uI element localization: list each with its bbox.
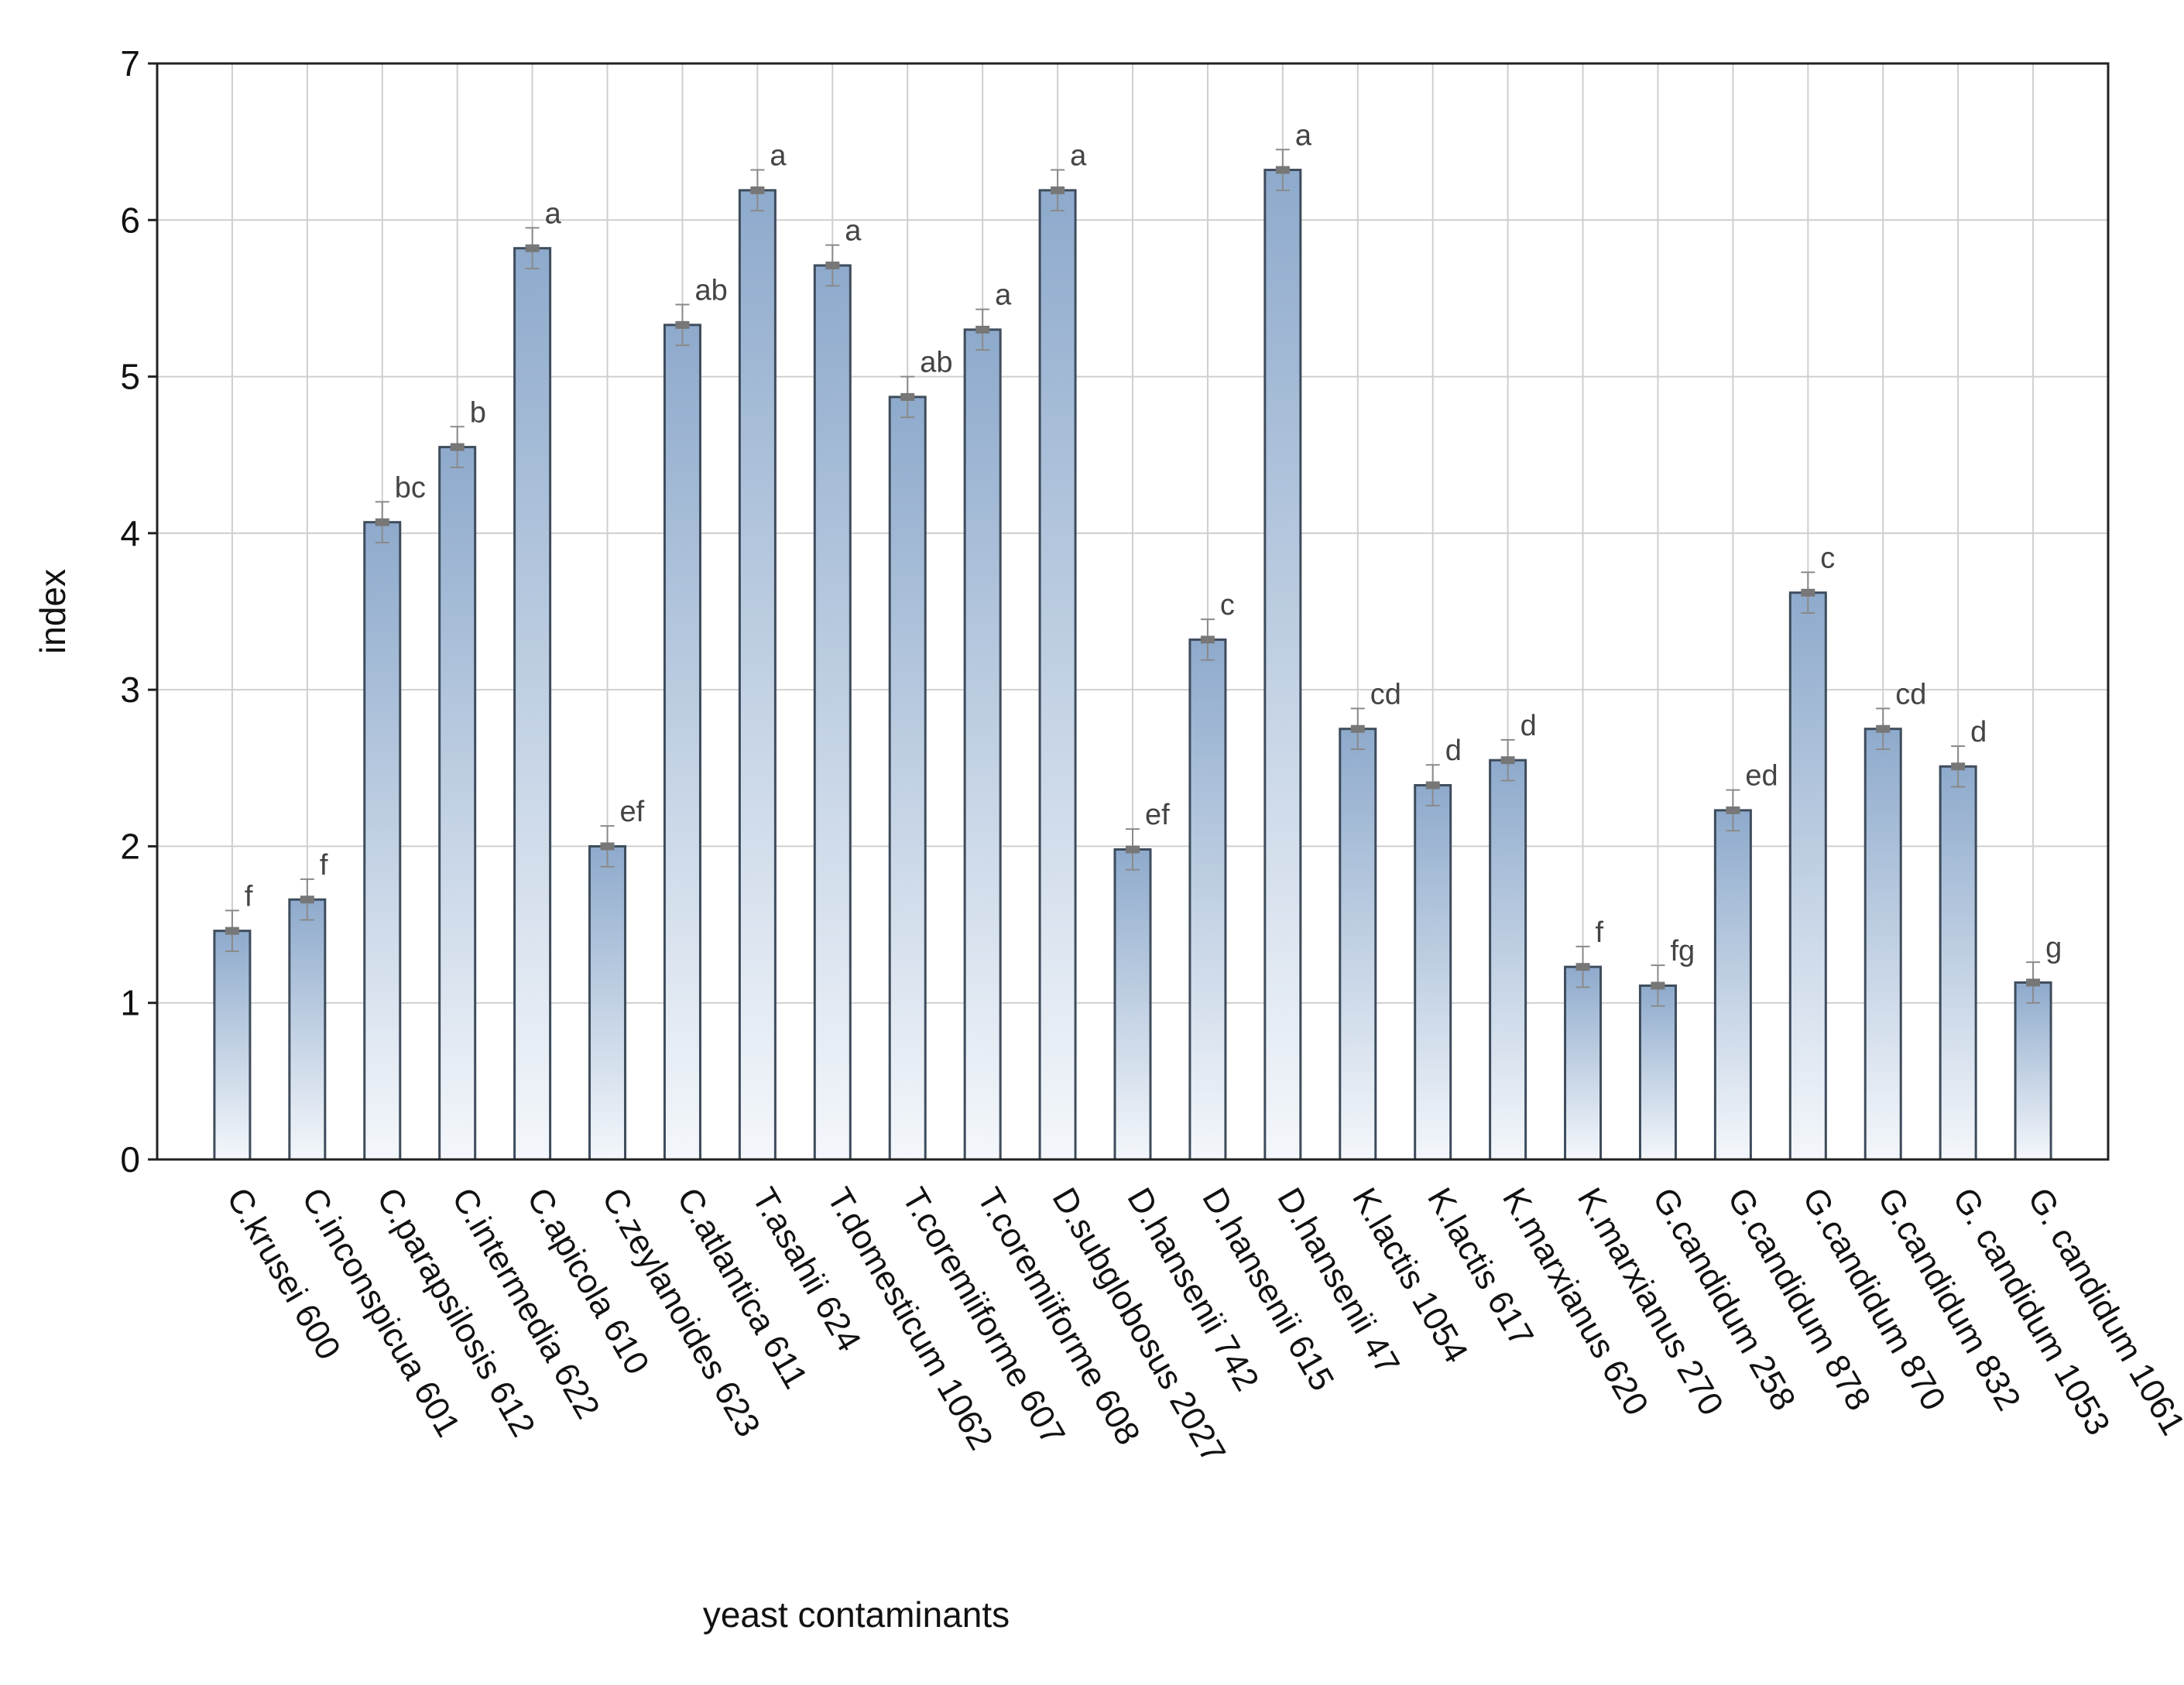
mean-marker <box>1500 756 1515 765</box>
significance-letter: a <box>1070 140 1087 173</box>
mean-marker <box>750 186 765 194</box>
significance-letter: bc <box>395 471 426 504</box>
significance-letter: a <box>845 215 862 248</box>
bar <box>1263 169 1302 1161</box>
significance-letter: d <box>1521 710 1537 742</box>
bar <box>1113 848 1152 1161</box>
significance-letter: c <box>1220 589 1235 622</box>
bar <box>1188 638 1227 1161</box>
significance-letter: ef <box>620 796 645 828</box>
mean-marker <box>2026 978 2041 987</box>
bar <box>663 324 701 1161</box>
significance-letter: ab <box>920 347 952 379</box>
significance-letter: d <box>1445 735 1462 767</box>
x-axis-title: yeast contaminants <box>703 1594 1010 1635</box>
significance-letter: c <box>1820 542 1835 574</box>
y-tick-label: 5 <box>120 357 140 397</box>
mean-marker <box>1275 166 1290 174</box>
y-tick-label: 2 <box>120 826 140 866</box>
bar <box>1038 189 1077 1161</box>
significance-letter: a <box>1295 119 1312 152</box>
mean-marker <box>825 261 840 269</box>
mean-marker <box>1126 845 1140 854</box>
significance-letter: f <box>1596 916 1604 949</box>
bar <box>1339 728 1377 1161</box>
bar <box>1939 765 1977 1161</box>
significance-letter: fg <box>1670 935 1695 968</box>
y-axis-title: index <box>33 569 73 654</box>
significance-letter: cd <box>1370 678 1401 711</box>
bar <box>213 930 252 1161</box>
bar <box>1564 965 1603 1161</box>
y-axis-ticks: 0 1 2 3 4 5 6 7 <box>120 43 157 1180</box>
significance-letter: f <box>320 849 328 882</box>
mean-marker <box>1575 963 1590 971</box>
significance-letter: a <box>995 279 1012 312</box>
significance-letter: ef <box>1145 799 1170 831</box>
significance-letter: g <box>2045 932 2062 964</box>
y-tick-label: 6 <box>120 200 140 240</box>
mean-marker <box>525 244 540 252</box>
bar <box>888 396 927 1161</box>
bar <box>1863 728 1902 1161</box>
bar <box>288 898 327 1161</box>
significance-letters: f f bc b a ef ab a a ab a a ef c a cd d d f fg ed c cd d g <box>245 119 2062 968</box>
significance-letter: a <box>770 140 787 173</box>
y-tick-label: 1 <box>120 983 140 1023</box>
mean-marker <box>450 443 465 451</box>
bar <box>1414 784 1452 1161</box>
plot-frame <box>156 62 2110 1161</box>
mean-marker <box>1951 762 1966 771</box>
mean-marker <box>600 842 615 851</box>
significance-letter: f <box>245 880 253 913</box>
y-tick-label: 3 <box>120 670 140 710</box>
significance-letter: a <box>545 197 562 230</box>
bar <box>813 264 852 1161</box>
bars <box>213 169 2052 1161</box>
mean-marker <box>1651 981 1665 990</box>
bar <box>963 328 1002 1161</box>
mean-marker <box>1726 806 1740 814</box>
bar <box>363 521 402 1161</box>
mean-marker <box>300 896 314 904</box>
bar <box>738 189 777 1161</box>
y-tick-label: 7 <box>120 43 140 84</box>
mean-marker <box>1425 781 1440 789</box>
significance-letter: ab <box>694 275 727 307</box>
y-tick-label: 0 <box>120 1139 140 1180</box>
mean-marker <box>225 926 239 935</box>
significance-letter: cd <box>1895 678 1926 711</box>
bar <box>588 844 627 1161</box>
error-bars <box>225 149 2041 1007</box>
mean-marker <box>1801 588 1815 597</box>
bar <box>2014 981 2052 1161</box>
bar <box>1713 809 1752 1161</box>
mean-marker <box>975 325 990 334</box>
bar <box>1638 984 1677 1161</box>
mean-marker <box>1876 724 1891 733</box>
significance-letter: ed <box>1745 760 1778 793</box>
bar <box>1788 591 1827 1161</box>
bar <box>1489 759 1527 1161</box>
mean-marker <box>1350 724 1365 733</box>
bar <box>513 247 552 1161</box>
significance-letter: b <box>470 396 486 429</box>
bar <box>438 446 477 1161</box>
mean-marker <box>675 320 690 329</box>
y-tick-label: 4 <box>120 513 140 553</box>
mean-marker <box>900 392 915 401</box>
mean-marker <box>375 518 389 526</box>
significance-letter: d <box>1970 716 1987 748</box>
mean-marker <box>1200 635 1215 644</box>
mean-marker <box>1051 186 1065 194</box>
